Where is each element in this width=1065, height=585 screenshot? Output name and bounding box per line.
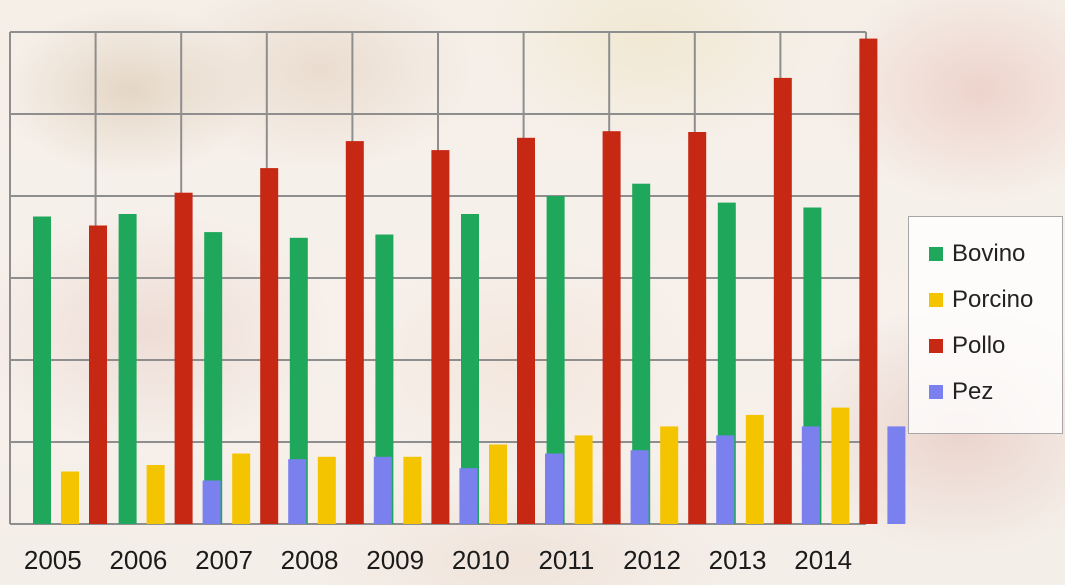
x-tick-label-2014: 2014 [794, 545, 852, 575]
bar-pollo-2011 [602, 131, 621, 524]
x-tick-label-2012: 2012 [623, 545, 681, 575]
bar-pez-2009 [459, 468, 478, 524]
legend-label-pollo: Pollo [952, 332, 1006, 359]
bar-bovino-2008 [289, 237, 308, 525]
bar-pollo-2012 [688, 132, 707, 524]
bar-pez-2011 [630, 450, 649, 524]
x-tick-label-2005: 2005 [24, 545, 82, 575]
x-tick-label-2006: 2006 [109, 545, 167, 575]
bar-pollo-2009 [431, 150, 450, 524]
bar-pez-2010 [545, 453, 563, 524]
bar-bovino-2010 [461, 214, 479, 524]
legend-item-pollo: Pollo [929, 323, 1062, 369]
x-tick-label-2013: 2013 [709, 545, 767, 575]
bar-porcino-2014 [831, 407, 850, 524]
bar-bovino-2006 [118, 214, 137, 524]
axis-layer: 2005 2006 2007 2008 2009 2010 2011 2012 2013 2014 [24, 545, 852, 575]
bar-porcino-2009 [403, 456, 422, 524]
x-tick-label-2009: 2009 [366, 545, 424, 575]
bar-pez-2007 [288, 459, 307, 524]
bar-porcino-2008 [317, 456, 336, 524]
bar-porcino-2007 [232, 453, 251, 524]
x-tick-label-2008: 2008 [281, 545, 339, 575]
legend-swatch-pollo [929, 339, 943, 353]
bar-pez-2006 [202, 480, 221, 524]
bar-pez-2008 [373, 456, 392, 524]
bar-porcino-2012 [660, 426, 679, 524]
x-tick-label-2007: 2007 [195, 545, 253, 575]
bar-bovino-2005 [33, 216, 51, 524]
bar-pez-2012 [716, 435, 735, 524]
bar-pollo-2013 [773, 77, 792, 525]
legend-swatch-porcino [929, 293, 943, 307]
legend-label-porcino: Porcino [952, 286, 1034, 313]
bar-pez-2013 [801, 426, 820, 524]
bar-bovino-2011 [546, 196, 565, 524]
bar-pollo-2010 [517, 137, 535, 525]
x-tick-label-2010: 2010 [452, 545, 510, 575]
bar-porcino-2005 [61, 471, 79, 524]
bar-bovino-2012 [632, 183, 651, 524]
legend-item-bovino: Bovino [929, 231, 1062, 277]
legend-swatch-pez [929, 385, 943, 399]
bar-bovino-2007 [204, 232, 223, 524]
x-tick-label-2011: 2011 [538, 545, 594, 575]
legend: Bovino Porcino Pollo Pez [908, 216, 1063, 434]
bars-layer [33, 38, 906, 525]
bar-porcino-2010 [489, 444, 507, 524]
legend-label-pez: Pez [952, 378, 994, 405]
bar-pollo-2006 [174, 192, 193, 524]
bar-pollo-2008 [345, 141, 364, 524]
bar-bovino-2009 [375, 234, 394, 524]
bar-pollo-2007 [260, 168, 279, 524]
legend-swatch-bovino [929, 247, 943, 261]
legend-item-pez: Pez [929, 369, 1062, 415]
bar-pollo-2005 [89, 225, 107, 524]
legend-label-bovino: Bovino [952, 240, 1026, 267]
bar-porcino-2006 [146, 465, 165, 524]
bar-porcino-2013 [745, 414, 764, 524]
bar-pollo-2014 [859, 38, 878, 524]
legend-item-porcino: Porcino [929, 277, 1062, 323]
bar-porcino-2011 [574, 435, 593, 524]
bar-pez-2014 [887, 426, 906, 524]
